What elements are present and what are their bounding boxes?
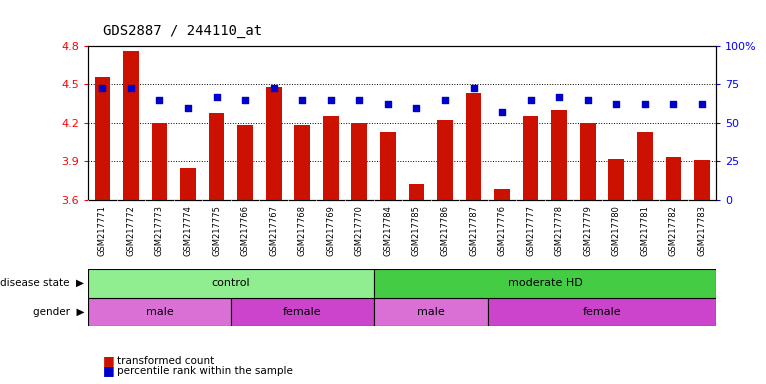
- Bar: [380, 132, 396, 200]
- Text: GSM217782: GSM217782: [669, 205, 678, 256]
- Bar: [294, 126, 310, 200]
- Text: GSM217777: GSM217777: [526, 205, 535, 256]
- Text: GSM217781: GSM217781: [640, 205, 650, 256]
- Point: [611, 101, 623, 108]
- Bar: [694, 160, 710, 200]
- Text: GSM217784: GSM217784: [383, 205, 392, 256]
- Text: percentile rank within the sample: percentile rank within the sample: [117, 366, 293, 376]
- Text: GSM217766: GSM217766: [241, 205, 250, 256]
- Point: [97, 84, 109, 91]
- Point: [239, 97, 251, 103]
- Text: female: female: [283, 307, 322, 317]
- Text: GDS2887 / 244110_at: GDS2887 / 244110_at: [103, 25, 263, 38]
- Point: [639, 101, 651, 108]
- Text: GSM217770: GSM217770: [355, 205, 364, 256]
- Point: [325, 97, 337, 103]
- Bar: [323, 116, 339, 200]
- Bar: [408, 184, 424, 200]
- Point: [296, 97, 309, 103]
- Text: moderate HD: moderate HD: [508, 278, 582, 288]
- Bar: [666, 157, 681, 200]
- Text: female: female: [583, 307, 621, 317]
- Bar: [231, 298, 374, 326]
- Point: [211, 94, 223, 100]
- Point: [182, 104, 194, 111]
- Bar: [374, 269, 716, 298]
- Bar: [208, 113, 224, 200]
- Point: [667, 101, 679, 108]
- Point: [525, 97, 537, 103]
- Text: gender  ▶: gender ▶: [33, 307, 84, 317]
- Bar: [237, 126, 253, 200]
- Text: ■: ■: [103, 354, 119, 367]
- Bar: [180, 168, 196, 200]
- Point: [125, 84, 137, 91]
- Text: GSM217775: GSM217775: [212, 205, 221, 256]
- Text: ■: ■: [103, 364, 119, 377]
- Text: GSM217787: GSM217787: [469, 205, 478, 256]
- Bar: [88, 269, 374, 298]
- Text: GSM217779: GSM217779: [583, 205, 592, 256]
- Text: GSM217774: GSM217774: [184, 205, 192, 256]
- Point: [381, 101, 394, 108]
- Bar: [608, 159, 624, 200]
- Point: [353, 97, 365, 103]
- Bar: [94, 77, 110, 200]
- Point: [496, 109, 508, 115]
- Text: control: control: [211, 278, 250, 288]
- Point: [696, 101, 708, 108]
- Text: GSM217768: GSM217768: [298, 205, 306, 256]
- Text: GSM217771: GSM217771: [98, 205, 107, 256]
- Bar: [494, 189, 510, 200]
- Point: [581, 97, 594, 103]
- Bar: [352, 123, 367, 200]
- Text: GSM217780: GSM217780: [612, 205, 620, 256]
- Text: transformed count: transformed count: [117, 356, 214, 366]
- Point: [153, 97, 165, 103]
- Point: [439, 97, 451, 103]
- Text: GSM217769: GSM217769: [326, 205, 336, 256]
- Point: [553, 94, 565, 100]
- Text: GSM217767: GSM217767: [269, 205, 278, 256]
- Text: GSM217785: GSM217785: [412, 205, 421, 256]
- Point: [411, 104, 423, 111]
- Bar: [580, 123, 596, 200]
- Bar: [488, 298, 716, 326]
- Text: male: male: [146, 307, 173, 317]
- Bar: [552, 110, 567, 200]
- Text: GSM217776: GSM217776: [498, 205, 506, 256]
- Bar: [637, 132, 653, 200]
- Text: GSM217778: GSM217778: [555, 205, 564, 256]
- Bar: [466, 93, 481, 200]
- Text: disease state  ▶: disease state ▶: [0, 278, 84, 288]
- Text: GSM217783: GSM217783: [697, 205, 706, 256]
- Bar: [522, 116, 538, 200]
- Bar: [266, 87, 282, 200]
- Text: GSM217773: GSM217773: [155, 205, 164, 256]
- Bar: [437, 120, 453, 200]
- Bar: [123, 51, 139, 200]
- Text: GSM217786: GSM217786: [440, 205, 450, 256]
- Bar: [374, 298, 488, 326]
- Bar: [152, 123, 167, 200]
- Bar: [88, 298, 231, 326]
- Point: [467, 84, 480, 91]
- Point: [267, 84, 280, 91]
- Text: GSM217772: GSM217772: [126, 205, 136, 256]
- Text: male: male: [417, 307, 444, 317]
